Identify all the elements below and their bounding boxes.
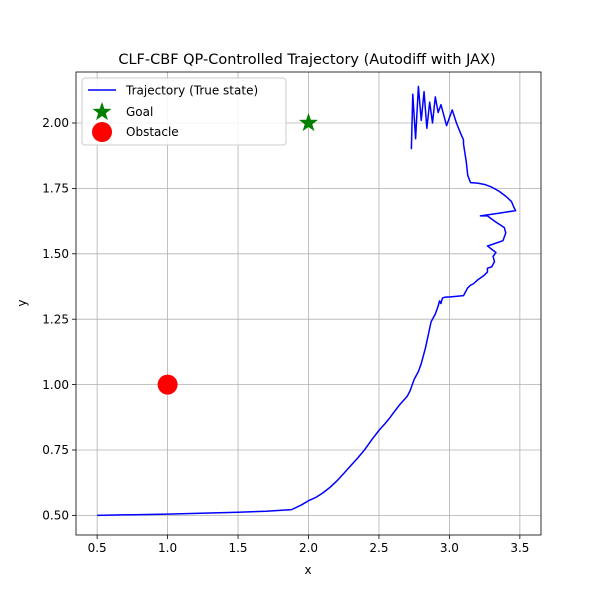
x-tick-label: 2.0 [299,541,318,555]
y-tick-label: 1.00 [42,378,69,392]
y-tick-label: 2.00 [42,116,69,130]
y-tick-label: 1.50 [42,247,69,261]
x-tick-label: 3.0 [440,541,459,555]
obstacle-circle-marker [157,374,178,395]
legend-goal-label: Goal [126,105,153,119]
legend-goal-star-icon [92,102,112,121]
legend-obstacle-circle-icon [92,122,112,142]
legend-box [81,77,287,146]
goal-star-marker [298,113,319,132]
legend-trajectory-label: Trajectory (True state) [125,84,258,98]
y-tick-label: 0.75 [42,443,69,457]
y-tick-label: 0.50 [42,509,69,523]
chart-title: CLF-CBF QP-Controlled Trajectory (Autodi… [118,52,495,68]
x-axis-ticks: 0.5 1.0 1.5 2.0 2.5 3.0 3.5 [88,535,529,555]
legend-obstacle-label: Obstacle [126,125,179,139]
y-tick-label: 1.25 [42,312,69,326]
y-tick-label: 1.75 [42,182,69,196]
legend: Trajectory (True state) Goal Obstacle [81,77,287,146]
x-tick-label: 2.5 [369,541,388,555]
plot-series [97,85,517,517]
x-tick-label: 1.0 [158,541,177,555]
x-tick-label: 1.5 [228,541,247,555]
x-axis-label: x [304,563,311,577]
trajectory-line [97,85,517,517]
y-axis-label: y [15,299,29,306]
x-tick-label: 0.5 [88,541,107,555]
x-tick-label: 3.5 [510,541,529,555]
y-axis-ticks: 0.50 0.75 1.00 1.25 1.50 1.75 2.00 [42,116,76,523]
plot-frame [75,71,542,536]
